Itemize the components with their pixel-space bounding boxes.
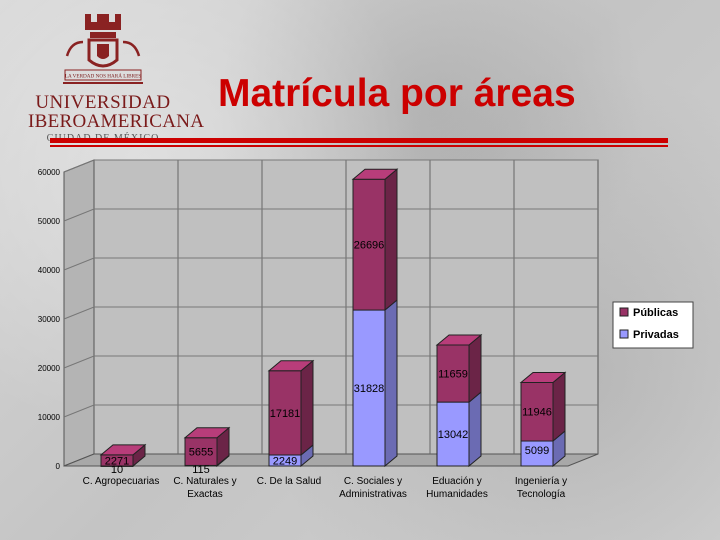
- x-tick-label: Ingeniería y: [515, 476, 567, 487]
- page-title: Matrícula por áreas: [218, 72, 576, 115]
- bar-top: [519, 371, 567, 383]
- bar-publicas-side: [300, 359, 314, 457]
- data-label-publicas: 11659: [438, 369, 468, 381]
- y-tick-label: 0: [56, 462, 61, 471]
- bar-privadas-side: [468, 391, 482, 468]
- data-label-publicas: 2271: [105, 455, 129, 467]
- y-tick-label: 10000: [38, 413, 61, 422]
- bar-privadas-side: [384, 298, 398, 468]
- data-label-publicas: 17181: [270, 408, 301, 420]
- data-label-privadas: 2249: [273, 455, 297, 467]
- bar-top: [183, 427, 231, 439]
- bar-publicas: [184, 437, 218, 466]
- x-tick-label: Eduación y: [432, 476, 481, 487]
- bar-privadas: [352, 309, 386, 467]
- x-tick-label: Administrativas: [339, 489, 407, 500]
- data-label-publicas: 26696: [354, 240, 385, 252]
- y-tick-label: 40000: [38, 266, 61, 275]
- gridline-horizontal: [63, 257, 598, 271]
- bar-publicas-side: [468, 333, 482, 404]
- x-tick-label: C. De la Salud: [257, 476, 321, 487]
- legend-swatch-públicas: [619, 307, 629, 317]
- gridline-horizontal: [63, 355, 598, 369]
- gridline-horizontal: [63, 159, 598, 173]
- logo-motto: LA VERDAD NOS HARÁ LIBRES: [65, 72, 141, 80]
- bar-top: [99, 444, 147, 456]
- data-label-publicas: 5655: [189, 447, 213, 459]
- data-label-privadas: 13042: [438, 429, 469, 441]
- logo-text-universidad: UNIVERSIDAD: [35, 92, 171, 113]
- x-tick-label: C. Naturales y: [173, 476, 236, 487]
- data-label-privadas: 115: [192, 464, 210, 476]
- x-tick-label: Humanidades: [426, 489, 488, 500]
- x-tick-label: C. Agropecuarias: [83, 476, 160, 487]
- bar-publicas: [520, 381, 554, 442]
- bar-privadas: [436, 401, 470, 467]
- x-tick-label: C. Sociales y: [344, 476, 402, 487]
- title-rule-thin: [50, 145, 668, 147]
- bar-publicas: [352, 178, 386, 311]
- title-rule: [50, 138, 668, 143]
- bar-top: [351, 168, 399, 180]
- bar-publicas-side: [384, 168, 398, 312]
- gridline-horizontal: [63, 208, 598, 222]
- gridline-horizontal: [63, 404, 598, 418]
- legend-label: Públicas: [633, 307, 678, 319]
- logo-text-iberoamericana: IBEROAMERICANA: [28, 111, 205, 132]
- x-tick-label: Exactas: [187, 489, 223, 500]
- legend-swatch-privadas: [619, 329, 629, 339]
- university-crest-icon: LA VERDAD NOS HARÁ LIBRES: [63, 14, 143, 84]
- gridline-horizontal: [63, 306, 598, 320]
- y-tick-label: 50000: [38, 217, 61, 226]
- bar-top: [435, 334, 483, 346]
- bar-publicas: [436, 344, 470, 403]
- legend-label: Privadas: [633, 329, 679, 341]
- bar-top: [267, 360, 315, 372]
- y-tick-label: 20000: [38, 364, 61, 373]
- bar-publicas-side: [552, 371, 566, 443]
- y-tick-label: 30000: [38, 315, 61, 324]
- data-label-publicas: 11946: [522, 407, 552, 419]
- data-label-privadas: 31828: [354, 383, 385, 395]
- x-tick-label: Tecnología: [517, 489, 566, 500]
- data-label-privadas: 5099: [525, 445, 549, 457]
- y-tick-label: 60000: [38, 168, 61, 177]
- data-label-privadas: 10: [111, 464, 123, 476]
